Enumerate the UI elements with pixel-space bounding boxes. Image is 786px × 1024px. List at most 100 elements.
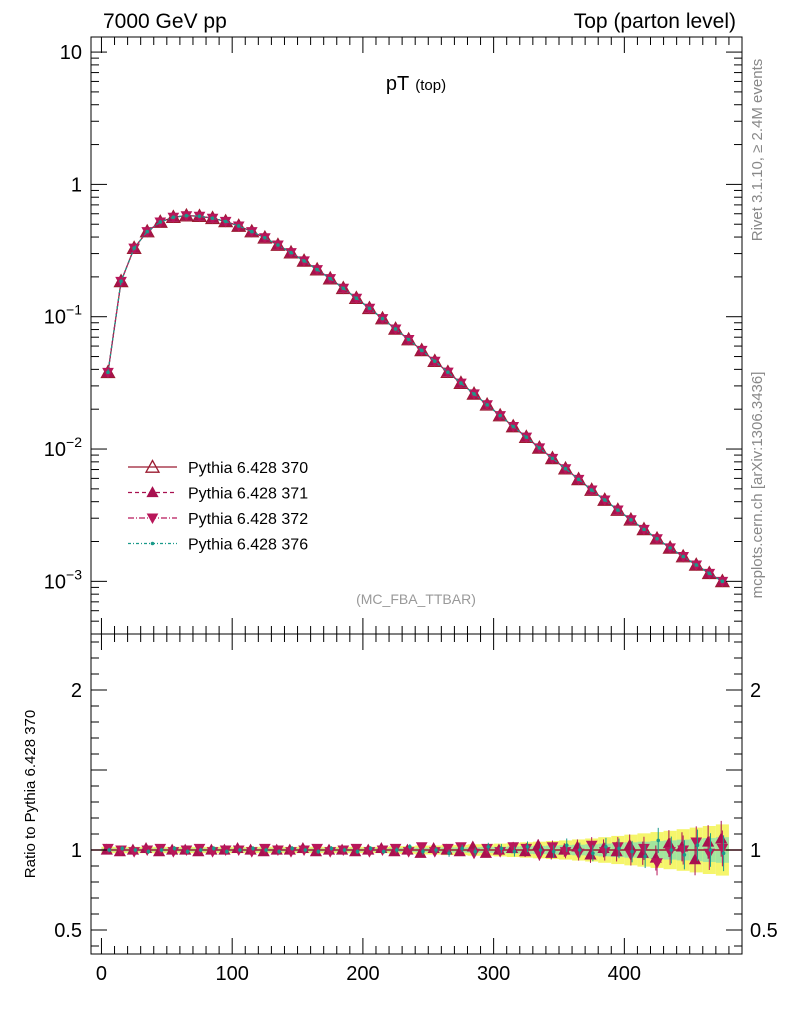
main-axes: 10 1 10−1 10−2 10−3 — [44, 42, 742, 635]
ratio-y-tick-label: 2 — [71, 680, 82, 702]
legend-entry-3: Pythia 6.428 372 — [128, 511, 308, 528]
analysis-label: (MC_FBA_TTBAR) — [356, 591, 476, 607]
legend-label: Pythia 6.428 376 — [188, 537, 308, 554]
ratio-point — [277, 849, 281, 854]
ratio-point — [630, 849, 634, 854]
ratio-point — [695, 843, 700, 847]
main-point — [106, 370, 110, 375]
ratio-point — [499, 846, 504, 851]
ratio-axes: 0.5 0.5 1 1 2 2 — [54, 641, 778, 947]
main-point — [406, 337, 411, 342]
legend-entry-1: Pythia 6.428 370 — [128, 459, 308, 477]
main-point — [681, 554, 685, 559]
ratio-point — [538, 848, 543, 852]
ratio-point — [591, 851, 595, 855]
main-point — [276, 243, 280, 247]
header-left: 7000 GeV pp — [103, 10, 227, 33]
ratio-point — [198, 848, 203, 852]
main-point — [550, 456, 555, 461]
ratio-point — [669, 848, 674, 852]
ratio-panel: 0.5 0.5 1 1 2 2 Ratio to Pythia 6.428 370 — [22, 633, 778, 955]
main-point — [511, 424, 516, 429]
ratio-ylabel: Ratio to Pythia 6.428 370 — [22, 710, 39, 878]
main-point — [537, 446, 542, 450]
ratio-point — [146, 849, 151, 854]
ratio-y-tick-label: 0.5 — [54, 920, 82, 942]
main-point — [354, 296, 359, 301]
main-point — [145, 229, 150, 234]
ratio-series-3 — [107, 827, 726, 872]
main-y-tick-label: 10−2 — [44, 434, 82, 461]
plot-title-sub: (top) — [415, 77, 446, 94]
main-point — [367, 306, 372, 311]
ratio-point — [316, 849, 321, 854]
main-point — [289, 250, 293, 255]
main-point — [223, 219, 228, 224]
main-series-2 — [101, 209, 729, 586]
main-panel: 10 1 10−1 10−2 10−3 pT (top) (MC_FBA_TTBAR) P… — [44, 36, 743, 635]
ratio-point — [251, 846, 255, 851]
main-point — [184, 213, 189, 218]
main-point — [328, 276, 333, 281]
header-right: Top (parton level) — [574, 10, 736, 33]
main-point — [433, 359, 437, 364]
ratio-point — [238, 848, 242, 852]
ratio-point — [342, 848, 347, 852]
ratio-point — [107, 848, 111, 852]
main-point — [524, 435, 529, 439]
main-point — [459, 381, 463, 385]
main-point — [629, 517, 633, 522]
ratio-point — [651, 858, 663, 869]
ratio-point — [577, 848, 582, 852]
ratio-point — [638, 843, 650, 855]
main-point — [668, 546, 672, 550]
main-point — [576, 477, 581, 482]
ratio-point — [643, 854, 647, 859]
ratio-point — [546, 842, 559, 853]
main-series-1 — [100, 207, 730, 588]
ratio-point — [604, 845, 608, 849]
plot-title: pT (top) — [386, 73, 446, 95]
main-point — [498, 413, 502, 418]
ratio-point — [185, 849, 190, 854]
x-tick-label: 200 — [346, 963, 379, 985]
main-point — [263, 235, 267, 240]
ratio-point — [486, 845, 491, 849]
ratio-series-layer — [100, 820, 729, 876]
legend-marker — [144, 459, 161, 473]
ratio-point — [551, 849, 556, 854]
main-point — [171, 215, 176, 220]
rivet-label: Rivet 3.1.10, ≥ 2.4M events — [749, 59, 766, 242]
ratio-point — [690, 837, 703, 849]
ratio-point — [133, 848, 138, 852]
main-line-4 — [107, 215, 723, 582]
legend-entry-4: Pythia 6.428 376 — [128, 537, 308, 554]
main-point — [602, 498, 607, 502]
ratio-point — [507, 842, 520, 853]
legend: Pythia 6.428 370 Pythia 6.428 371 Pythia 6… — [128, 459, 308, 554]
ratio-point — [447, 851, 451, 855]
main-point — [236, 224, 241, 228]
main-point — [720, 579, 725, 584]
ratio-point — [172, 846, 177, 851]
main-point — [341, 286, 346, 291]
plot-title-main: pT — [386, 73, 409, 95]
main-point — [132, 246, 136, 250]
main-point — [655, 536, 659, 541]
main-point — [197, 214, 202, 218]
ratio-point — [559, 847, 572, 858]
ratio-point — [460, 846, 464, 851]
main-point — [249, 229, 254, 234]
ratio-point — [656, 838, 661, 843]
ratio-point — [415, 842, 428, 853]
main-y-tick-label: 1 — [71, 174, 82, 196]
main-point — [210, 216, 215, 221]
ratio-y-tick-label-right: 2 — [750, 680, 761, 702]
main-y-tick-label: 10−3 — [44, 566, 82, 593]
ratio-point — [564, 843, 569, 847]
main-y-tick-label: 10−1 — [44, 302, 82, 329]
main-point — [419, 348, 424, 353]
main-point — [472, 392, 476, 396]
legend-label: Pythia 6.428 370 — [188, 460, 308, 477]
